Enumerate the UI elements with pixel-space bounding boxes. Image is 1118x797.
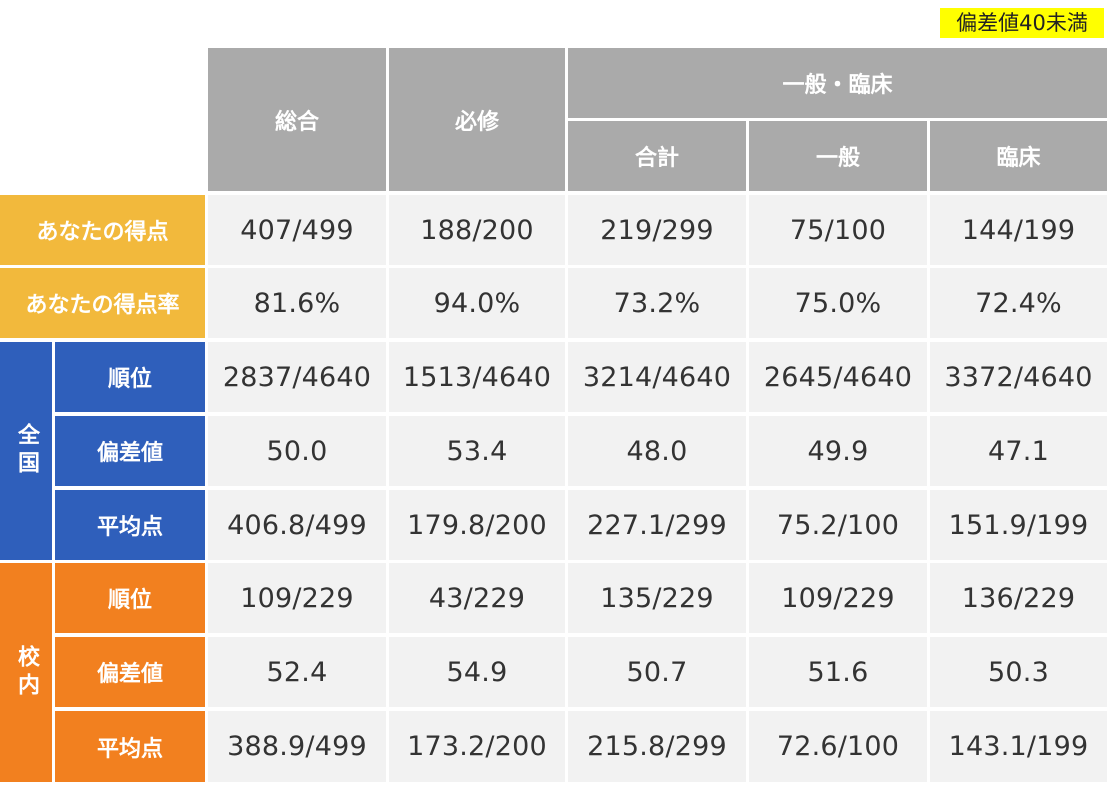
value-zenkoku-rank-hisshu: 1513/4640 — [389, 342, 565, 412]
value-zenkoku-hensachi-hisshu: 53.4 — [389, 416, 565, 486]
row-label-kounai-average: 平均点 — [55, 711, 205, 782]
row-label-kounai-hensachi: 偏差値 — [55, 637, 205, 707]
value-score-sogo: 407/499 — [208, 195, 386, 265]
value-kounai-hensachi-ippan: 51.6 — [749, 637, 927, 707]
value-zenkoku-average-ippan: 75.2/100 — [749, 490, 927, 560]
value-kounai-average-sogo: 388.9/499 — [208, 711, 386, 782]
group-label-zenkoku-text: 全国 — [14, 423, 39, 479]
value-zenkoku-average-sogo: 406.8/499 — [208, 490, 386, 560]
value-zenkoku-rank-rinsho: 3372/4640 — [930, 342, 1107, 412]
value-kounai-hensachi-gokei: 50.7 — [568, 637, 746, 707]
value-kounai-hensachi-hisshu: 54.9 — [389, 637, 565, 707]
value-kounai-hensachi-rinsho: 50.3 — [930, 637, 1107, 707]
value-zenkoku-rank-gokei: 3214/4640 — [568, 342, 746, 412]
value-zenkoku-hensachi-gokei: 48.0 — [568, 416, 746, 486]
value-kounai-average-rinsho: 143.1/199 — [930, 711, 1107, 782]
header-rinsho: 臨床 — [930, 121, 1107, 191]
value-zenkoku-rank-ippan: 2645/4640 — [749, 342, 927, 412]
row-label-kounai-rank: 順位 — [55, 563, 205, 633]
value-zenkoku-average-rinsho: 151.9/199 — [930, 490, 1107, 560]
row-label-score: あなたの得点 — [0, 195, 205, 265]
value-kounai-hensachi-sogo: 52.4 — [208, 637, 386, 707]
value-score-gokei: 219/299 — [568, 195, 746, 265]
value-score-hisshu: 188/200 — [389, 195, 565, 265]
value-kounai-average-ippan: 72.6/100 — [749, 711, 927, 782]
header-ippan: 一般 — [749, 121, 927, 191]
header-hisshu: 必修 — [389, 48, 565, 191]
value-kounai-average-hisshu: 173.2/200 — [389, 711, 565, 782]
value-rate-hisshu: 94.0% — [389, 268, 565, 338]
value-score-ippan: 75/100 — [749, 195, 927, 265]
group-label-kounai-text: 校内 — [14, 644, 39, 701]
value-zenkoku-average-hisshu: 179.8/200 — [389, 490, 565, 560]
legend-below-40: 偏差値40未満 — [940, 8, 1104, 38]
value-kounai-average-gokei: 215.8/299 — [568, 711, 746, 782]
value-zenkoku-hensachi-sogo: 50.0 — [208, 416, 386, 486]
value-kounai-rank-gokei: 135/229 — [568, 563, 746, 633]
row-label-rate: あなたの得点率 — [0, 268, 205, 338]
value-kounai-rank-hisshu: 43/229 — [389, 563, 565, 633]
header-ippan-rinsho: 一般・臨床 — [568, 48, 1107, 118]
row-label-zenkoku-hensachi: 偏差値 — [55, 416, 205, 486]
row-label-zenkoku-rank: 順位 — [55, 342, 205, 412]
header-sogo: 総合 — [208, 48, 386, 191]
value-score-rinsho: 144/199 — [930, 195, 1107, 265]
value-rate-ippan: 75.0% — [749, 268, 927, 338]
value-rate-gokei: 73.2% — [568, 268, 746, 338]
value-zenkoku-average-gokei: 227.1/299 — [568, 490, 746, 560]
group-label-kounai: 校内 — [0, 563, 52, 782]
value-zenkoku-hensachi-rinsho: 47.1 — [930, 416, 1107, 486]
value-kounai-rank-sogo: 109/229 — [208, 563, 386, 633]
value-zenkoku-rank-sogo: 2837/4640 — [208, 342, 386, 412]
value-kounai-rank-rinsho: 136/229 — [930, 563, 1107, 633]
value-kounai-rank-ippan: 109/229 — [749, 563, 927, 633]
value-zenkoku-hensachi-ippan: 49.9 — [749, 416, 927, 486]
row-label-zenkoku-average: 平均点 — [55, 490, 205, 560]
value-rate-sogo: 81.6% — [208, 268, 386, 338]
group-label-zenkoku: 全国 — [0, 342, 52, 560]
value-rate-rinsho: 72.4% — [930, 268, 1107, 338]
header-gokei: 合計 — [568, 121, 746, 191]
